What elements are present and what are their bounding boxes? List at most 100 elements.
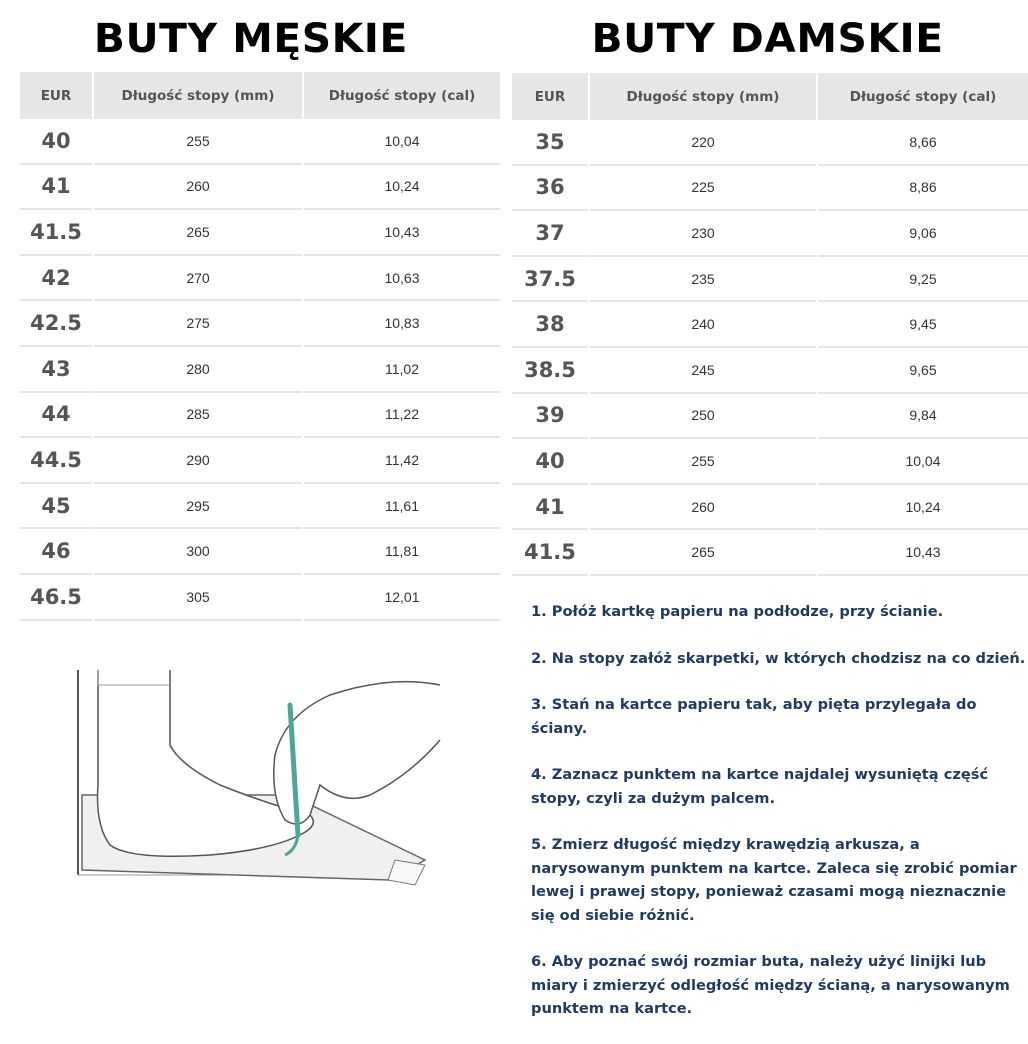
eur-cell: 45	[20, 484, 92, 530]
eur-cell: 43	[20, 347, 92, 393]
size-row: 42.5 275 10,83	[20, 301, 500, 347]
eur-cell: 41	[20, 165, 92, 211]
size-row: 39 250 9,84	[512, 394, 1028, 440]
size-row: 46 300 11,81	[20, 529, 500, 575]
cal-cell: 8,66	[818, 120, 1028, 166]
cal-cell: 10,24	[304, 165, 500, 211]
eur-cell: 37	[512, 211, 588, 257]
women-size-table: EUR Długość stopy (mm) Długość stopy (ca…	[510, 73, 1028, 576]
instruction-step: 3. Stań na kartce papieru tak, aby pięta…	[531, 696, 977, 737]
mm-cell: 265	[590, 530, 816, 576]
cal-cell: 11,02	[304, 347, 500, 393]
size-row: 42 270 10,63	[20, 256, 500, 302]
instruction-step: 2. Na stopy załóż skarpetki, w których c…	[531, 649, 1026, 667]
measuring-instructions: 1. Połóż kartkę papieru na podłodze, prz…	[531, 600, 1028, 1044]
cal-cell: 9,45	[818, 302, 1028, 348]
mm-cell: 260	[590, 485, 816, 531]
size-row: 46.5 305 12,01	[20, 575, 500, 621]
eur-cell: 41	[512, 485, 588, 531]
cal-cell: 11,81	[304, 529, 500, 575]
size-row: 44 285 11,22	[20, 393, 500, 439]
size-row: 36 225 8,86	[512, 166, 1028, 212]
size-row: 43 280 11,02	[20, 347, 500, 393]
eur-cell: 35	[512, 120, 588, 166]
cal-cell: 10,83	[304, 301, 500, 347]
header-eur: EUR	[512, 73, 588, 120]
cal-cell: 9,06	[818, 211, 1028, 257]
eur-cell: 36	[512, 166, 588, 212]
eur-cell: 40	[512, 439, 588, 485]
header-cal: Długość stopy (cal)	[304, 72, 500, 119]
mm-cell: 225	[590, 166, 816, 212]
cal-cell: 11,61	[304, 484, 500, 530]
cal-cell: 9,84	[818, 394, 1028, 440]
cal-cell: 10,04	[818, 439, 1028, 485]
eur-cell: 44	[20, 393, 92, 439]
header-mm: Długość stopy (mm)	[94, 72, 302, 119]
size-row: 41 260 10,24	[20, 165, 500, 211]
mm-cell: 260	[94, 165, 302, 211]
instruction-step: 5. Zmierz długość między krawędzią arkus…	[531, 836, 1017, 924]
foot-measuring-illustration	[77, 670, 441, 886]
mm-cell: 300	[94, 529, 302, 575]
cal-cell: 8,86	[818, 166, 1028, 212]
cal-cell: 10,24	[818, 485, 1028, 531]
mm-cell: 245	[590, 348, 816, 394]
mm-cell: 280	[94, 347, 302, 393]
mm-cell: 270	[94, 256, 302, 302]
instruction-step: 1. Połóż kartkę papieru na podłodze, prz…	[531, 603, 944, 620]
header-eur: EUR	[20, 72, 92, 119]
cal-cell: 10,43	[304, 210, 500, 256]
mm-cell: 255	[590, 439, 816, 485]
header-mm: Długość stopy (mm)	[590, 73, 816, 120]
size-row: 41.5 265 10,43	[20, 210, 500, 256]
eur-cell: 37.5	[512, 257, 588, 303]
size-row: 38.5 245 9,65	[512, 348, 1028, 394]
mm-cell: 305	[94, 575, 302, 621]
eur-cell: 40	[20, 119, 92, 165]
mm-cell: 250	[590, 394, 816, 440]
size-row: 44.5 290 11,42	[20, 438, 500, 484]
mm-cell: 240	[590, 302, 816, 348]
size-row: 38 240 9,45	[512, 302, 1028, 348]
eur-cell: 44.5	[20, 438, 92, 484]
mm-cell: 230	[590, 211, 816, 257]
size-row: 37.5 235 9,25	[512, 257, 1028, 303]
size-row: 40 255 10,04	[20, 119, 500, 165]
cal-cell: 10,43	[818, 530, 1028, 576]
size-row: 35 220 8,66	[512, 120, 1028, 166]
eur-cell: 38.5	[512, 348, 588, 394]
eur-cell: 39	[512, 394, 588, 440]
cal-cell: 11,22	[304, 393, 500, 439]
eur-cell: 41.5	[512, 530, 588, 576]
mm-cell: 235	[590, 257, 816, 303]
size-row: 40 255 10,04	[512, 439, 1028, 485]
men-title: BUTY MĘSKIE	[93, 16, 408, 62]
size-row: 41.5 265 10,43	[512, 530, 1028, 576]
eur-cell: 46	[20, 529, 92, 575]
women-title: BUTY DAMSKIE	[591, 16, 944, 62]
instruction-step: 6. Aby poznać swój rozmiar buta, należy …	[531, 953, 1010, 1017]
cal-cell: 12,01	[304, 575, 500, 621]
size-row: 41 260 10,24	[512, 485, 1028, 531]
mm-cell: 285	[94, 393, 302, 439]
cal-cell: 10,04	[304, 119, 500, 165]
eur-cell: 42.5	[20, 301, 92, 347]
cal-cell: 9,25	[818, 257, 1028, 303]
size-row: 45 295 11,61	[20, 484, 500, 530]
cal-cell: 10,63	[304, 256, 500, 302]
cal-cell: 11,42	[304, 438, 500, 484]
header-cal: Długość stopy (cal)	[818, 73, 1028, 120]
eur-cell: 46.5	[20, 575, 92, 621]
cal-cell: 9,65	[818, 348, 1028, 394]
instruction-step: 4. Zaznacz punktem na kartce najdalej wy…	[531, 766, 989, 807]
mm-cell: 275	[94, 301, 302, 347]
men-size-table: EUR Długość stopy (mm) Długość stopy (ca…	[18, 72, 502, 621]
eur-cell: 42	[20, 256, 92, 302]
eur-cell: 38	[512, 302, 588, 348]
mm-cell: 220	[590, 120, 816, 166]
size-row: 37 230 9,06	[512, 211, 1028, 257]
mm-cell: 265	[94, 210, 302, 256]
mm-cell: 255	[94, 119, 302, 165]
eur-cell: 41.5	[20, 210, 92, 256]
